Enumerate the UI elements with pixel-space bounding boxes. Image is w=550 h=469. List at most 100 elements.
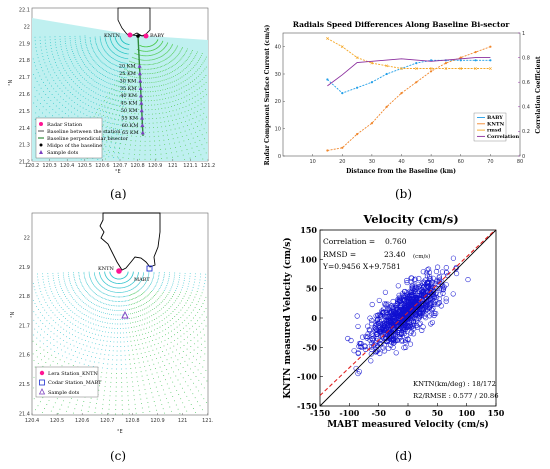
panel-c-coverage-dot [72,305,74,307]
panel-a-coverage-dot [105,40,107,42]
panel-c-coverage-dot [77,286,78,288]
panel-a-coverage-dot [113,52,115,54]
panel-a-coverage-dot [97,76,99,78]
panel-c-coverage-dot [121,309,123,311]
panel-a-coverage-dot [104,130,106,132]
panel-c-coverage-dot [50,300,51,302]
panel-c-coverage-dot [69,327,71,329]
panel-a-coverage-dot [195,71,197,73]
panel-a-coverage-dot [174,49,176,51]
panel-a-coverage-dot [203,148,205,150]
panel-d-scatter-point [427,304,433,310]
panel-a-coverage-dot [163,59,165,61]
panel-c-coverage-dot [158,352,160,354]
panel-a-x-tick-label: 120.8 [130,163,144,169]
panel-a-coverage-dot [106,102,108,104]
panel-a-coverage-dot [144,50,145,52]
panel-c-coverage-dot [101,316,103,318]
panel-c-coverage-dot [173,371,175,373]
panel-a-coverage-dot [181,76,183,78]
panel-c-coverage-dot [120,332,121,334]
panel-a-coverage-dot [164,53,166,55]
panel-c-coverage-dot [83,334,85,336]
panel-c-coverage-dot [90,279,92,281]
panel-c-coverage-dot [155,312,157,314]
panel-c-coverage-dot [80,280,81,282]
panel-c-coverage-dot [98,295,100,297]
panel-a-coverage-dot [168,50,169,52]
panel-a-coverage-dot [167,106,169,108]
panel-a-coverage-dot [97,70,99,72]
panel-a-sample-dot [140,115,145,120]
panel-a-coverage-dot [110,107,112,109]
panel-a-coverage-dot [166,44,168,46]
panel-c-coverage-dot [189,295,191,296]
panel-a-coverage-dot [80,42,82,44]
panel-c-coverage-dot [60,298,62,300]
panel-a-coverage-dot [176,47,178,49]
panel-a-coverage-dot [185,74,187,75]
panel-a-coverage-dot [149,50,151,52]
panel-c-coverage-dot [137,276,138,278]
panel-a-coverage-dot [129,148,131,150]
panel-a-coverage-dot [81,88,83,90]
panel-a-sample-dot [140,123,145,127]
panel-c-coverage-dot [64,311,66,312]
panel-a-coverage-dot [110,39,112,41]
panel-c-coverage-dot [53,295,55,297]
panel-c-coverage-dot [188,297,190,299]
panel-d-scatter-point [422,313,428,319]
panel-a-coverage-dot [205,152,207,154]
panel-a-coverage-dot [147,82,149,84]
panel-c-coverage-dot [119,319,121,320]
panel-c-coverage-dot [188,399,190,401]
panel-c-coverage-dot [73,277,75,279]
panel-c-coverage-dot [125,309,127,311]
panel-c-coverage-dot [121,400,123,401]
panel-c-coverage-dot [41,412,43,414]
panel-a-coverage-dot [151,72,153,74]
panel-d-x-tick-label: 0 [405,408,411,418]
panel-d-scatter-point [396,292,402,298]
panel-c-coverage-dot [74,325,76,327]
panel-c-coverage-dot [145,370,147,372]
panel-c-coverage-dot [34,289,36,291]
panel-c-coverage-dot [170,410,172,412]
panel-a-coverage-dot [38,109,40,111]
panel-c-coverage-dot [181,357,183,358]
panel-d-scatter-point [428,321,434,327]
panel-c-coverage-dot [77,347,79,348]
panel-a-coverage-dot [178,127,180,129]
panel-c-coverage-dot [107,284,109,286]
panel-c-coverage-dot [57,302,59,304]
panel-c-coverage-dot [112,286,114,288]
panel-c-coverage-dot [88,341,90,343]
panel-a-coverage-dot [79,55,80,57]
panel-c-coverage-dot [134,297,136,299]
panel-c-coverage-dot [67,299,69,301]
panel-c-coverage-dot [198,390,200,392]
panel-c-coverage-dot [104,354,106,356]
panel-a-coverage-dot [121,95,123,97]
panel-c-coverage-dot [158,316,160,318]
panel-c-coverage-dot [103,287,105,289]
panel-a-coverage-dot [111,118,113,120]
panel-c-coverage-dot [170,312,172,314]
panel-c-coverage-dot [52,406,54,408]
panel-d-scatter-point [435,301,441,307]
panel-a-coverage-dot [79,100,81,101]
panel-c-coverage-dot [190,404,192,405]
panel-a-coverage-dot [195,54,197,56]
panel-c-coverage-dot [39,288,41,290]
panel-a-coverage-dot [135,58,137,60]
panel-c-coverage-dot [36,273,38,275]
panel-a-x-tick-label: 120.3 [42,163,56,169]
panel-a-x-tick-label: 120.2 [25,163,39,169]
panel-a-y-tick-label: 21.2 [19,160,30,166]
panel-a-coverage-dot [166,116,168,118]
panel-a-coverage-dot [173,75,175,77]
panel-c-coverage-dot [152,288,154,290]
panel-d-scatter-point [382,320,388,326]
panel-a-coverage-dot [117,100,119,102]
panel-a-coverage-dot [39,75,41,77]
